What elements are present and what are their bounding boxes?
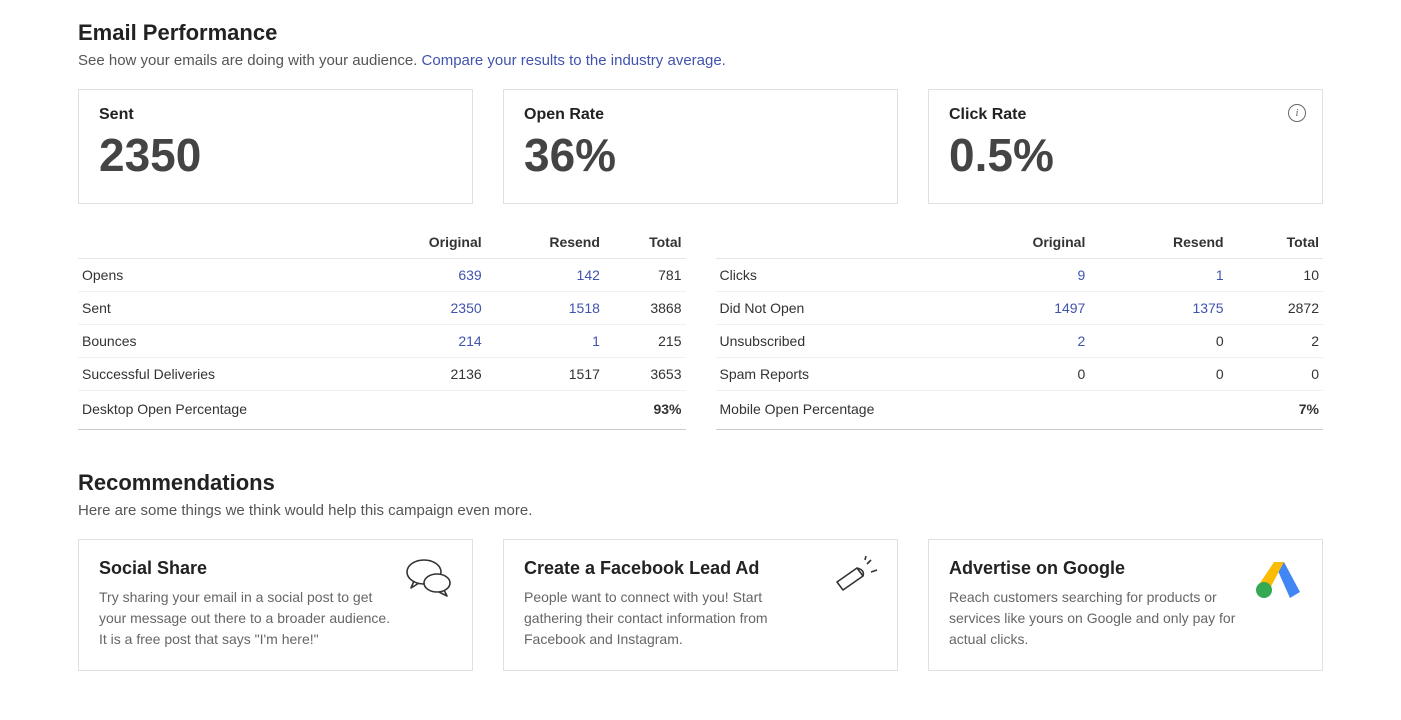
compare-link[interactable]: Compare your results to the industry ave… xyxy=(422,52,726,69)
tables-row: Original Resend Total Opens639142781Sent… xyxy=(78,226,1323,430)
row-resend: 0 xyxy=(1089,324,1227,357)
row-original[interactable]: 1497 xyxy=(946,291,1090,324)
row-label: Bounces xyxy=(78,324,363,357)
rec-card-social-share[interactable]: Social Share Try sharing your email in a… xyxy=(78,539,473,671)
table-row: Did Not Open149713752872 xyxy=(716,291,1324,324)
table-row: Bounces2141215 xyxy=(78,324,686,357)
percentage-row: Desktop Open Percentage93% xyxy=(78,390,686,429)
row-total: 10 xyxy=(1228,258,1323,291)
recommendation-cards-row: Social Share Try sharing your email in a… xyxy=(78,539,1323,671)
row-original[interactable]: 639 xyxy=(363,258,486,291)
rec-card-title: Create a Facebook Lead Ad xyxy=(524,558,877,579)
percentage-row: Mobile Open Percentage7% xyxy=(716,390,1324,429)
rec-card-advertise-google[interactable]: Advertise on Google Reach customers sear… xyxy=(928,539,1323,671)
stat-card-open-rate: Open Rate 36% xyxy=(503,89,898,204)
col-original: Original xyxy=(363,226,486,259)
col-resend: Resend xyxy=(486,226,604,259)
pct-value: 7% xyxy=(1228,390,1323,429)
row-label: Successful Deliveries xyxy=(78,357,363,390)
table-row: Spam Reports000 xyxy=(716,357,1324,390)
row-resend[interactable]: 1375 xyxy=(1089,291,1227,324)
row-total: 215 xyxy=(604,324,686,357)
col-total: Total xyxy=(604,226,686,259)
megaphone-icon xyxy=(829,556,879,600)
col-blank xyxy=(78,226,363,259)
pct-label: Mobile Open Percentage xyxy=(716,390,1228,429)
table-row: Opens639142781 xyxy=(78,258,686,291)
row-original: 0 xyxy=(946,357,1090,390)
row-original: 2136 xyxy=(363,357,486,390)
subtitle-text: See how your emails are doing with your … xyxy=(78,52,422,69)
table-row: Sent235015183868 xyxy=(78,291,686,324)
table-row: Successful Deliveries213615173653 xyxy=(78,357,686,390)
row-resend: 1517 xyxy=(486,357,604,390)
google-ads-icon xyxy=(1254,556,1304,600)
stat-label: Open Rate xyxy=(524,106,877,124)
col-resend: Resend xyxy=(1089,226,1227,259)
row-resend: 0 xyxy=(1089,357,1227,390)
rec-card-desc: Reach customers searching for products o… xyxy=(949,587,1302,650)
rec-card-facebook-lead-ad[interactable]: Create a Facebook Lead Ad People want to… xyxy=(503,539,898,671)
row-total: 2 xyxy=(1228,324,1323,357)
col-total: Total xyxy=(1228,226,1323,259)
col-original: Original xyxy=(946,226,1090,259)
row-total: 3653 xyxy=(604,357,686,390)
row-resend[interactable]: 1 xyxy=(486,324,604,357)
info-icon[interactable]: i xyxy=(1288,104,1306,122)
pct-value: 93% xyxy=(604,390,686,429)
col-blank xyxy=(716,226,946,259)
stat-value: 36% xyxy=(524,130,877,181)
row-label: Spam Reports xyxy=(716,357,946,390)
rec-card-title: Social Share xyxy=(99,558,452,579)
row-original[interactable]: 214 xyxy=(363,324,486,357)
row-label: Sent xyxy=(78,291,363,324)
row-resend[interactable]: 1 xyxy=(1089,258,1227,291)
row-resend[interactable]: 142 xyxy=(486,258,604,291)
row-total: 781 xyxy=(604,258,686,291)
rec-card-desc: People want to connect with you! Start g… xyxy=(524,587,877,650)
right-table: Original Resend Total Clicks9110Did Not … xyxy=(716,226,1324,430)
recommendations-title: Recommendations xyxy=(78,470,1323,496)
email-performance-title: Email Performance xyxy=(78,20,1323,46)
row-total: 2872 xyxy=(1228,291,1323,324)
row-label: Unsubscribed xyxy=(716,324,946,357)
row-original[interactable]: 9 xyxy=(946,258,1090,291)
row-resend[interactable]: 1518 xyxy=(486,291,604,324)
rec-card-title: Advertise on Google xyxy=(949,558,1302,579)
row-total: 0 xyxy=(1228,357,1323,390)
rec-card-desc: Try sharing your email in a social post … xyxy=(99,587,452,650)
left-table: Original Resend Total Opens639142781Sent… xyxy=(78,226,686,430)
row-label: Opens xyxy=(78,258,363,291)
row-original[interactable]: 2 xyxy=(946,324,1090,357)
stat-label: Click Rate xyxy=(949,106,1302,124)
stat-cards-row: Sent 2350 Open Rate 36% Click Rate 0.5% … xyxy=(78,89,1323,204)
row-total: 3868 xyxy=(604,291,686,324)
stat-value: 2350 xyxy=(99,130,452,181)
stat-card-click-rate: Click Rate 0.5% i xyxy=(928,89,1323,204)
stat-label: Sent xyxy=(99,106,452,124)
stat-value: 0.5% xyxy=(949,130,1302,181)
chat-bubbles-icon xyxy=(404,556,454,600)
stat-card-sent: Sent 2350 xyxy=(78,89,473,204)
row-original[interactable]: 2350 xyxy=(363,291,486,324)
pct-label: Desktop Open Percentage xyxy=(78,390,604,429)
table-row: Unsubscribed202 xyxy=(716,324,1324,357)
recommendations-subtitle: Here are some things we think would help… xyxy=(78,502,1323,519)
row-label: Clicks xyxy=(716,258,946,291)
email-performance-subtitle: See how your emails are doing with your … xyxy=(78,52,1323,69)
table-row: Clicks9110 xyxy=(716,258,1324,291)
row-label: Did Not Open xyxy=(716,291,946,324)
